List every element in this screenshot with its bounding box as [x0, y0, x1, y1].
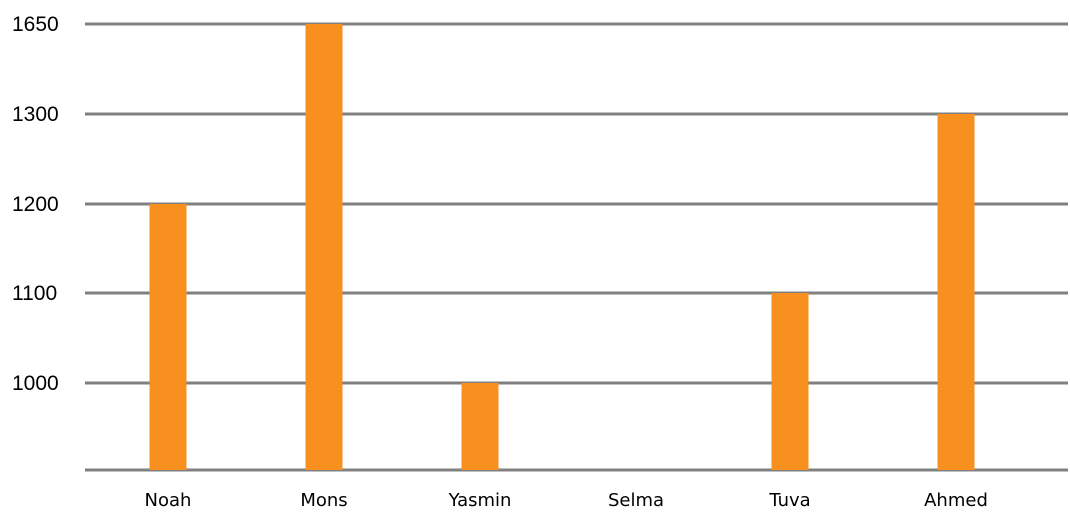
- bar-noah: [149, 204, 187, 470]
- bars: [149, 24, 975, 470]
- y-tick-label: 1300: [12, 103, 59, 126]
- x-category-label-yasmin: Yasmin: [448, 490, 512, 511]
- y-tick-label: 1650: [12, 13, 59, 36]
- y-axis-tick-labels: 1650 1300 1200 1100 1000: [12, 13, 59, 395]
- x-category-label-ahmed: Ahmed: [924, 490, 988, 511]
- x-category-label-selma: Selma: [608, 490, 664, 511]
- bar-tuva: [771, 293, 809, 470]
- x-category-label-mons: Mons: [300, 490, 347, 511]
- x-category-label-tuva: Tuva: [768, 490, 810, 511]
- bar-yasmin: [461, 383, 499, 470]
- bar-ahmed: [937, 114, 975, 470]
- gridlines: [85, 22, 1068, 472]
- x-axis-category-labels: Noah Mons Yasmin Selma Tuva Ahmed: [145, 490, 988, 511]
- y-tick-label: 1200: [12, 193, 59, 216]
- y-tick-label: 1100: [12, 282, 57, 305]
- x-category-label-noah: Noah: [145, 490, 192, 511]
- y-tick-label: 1000: [12, 372, 59, 395]
- bar-mons: [305, 24, 343, 470]
